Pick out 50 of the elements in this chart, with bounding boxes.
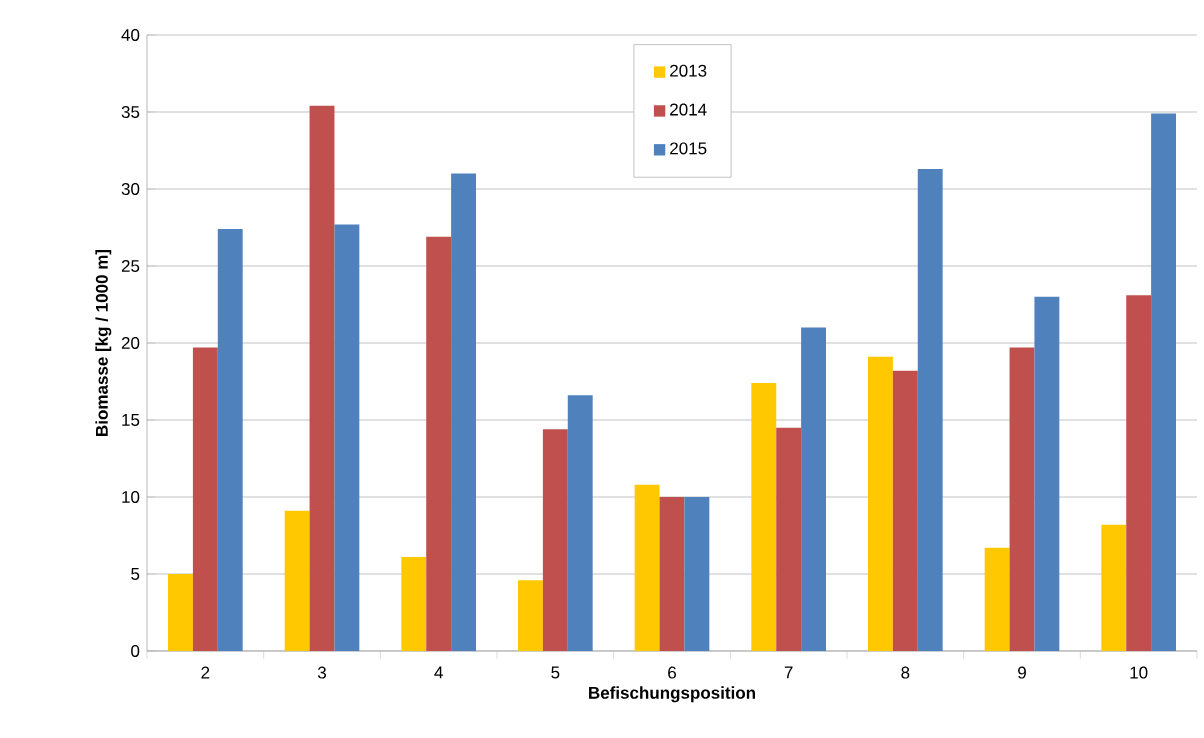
y-axis-title: Biomasse [kg / 1000 m] [95,249,112,436]
x-tick-label: 10 [1130,666,1148,679]
x-tick-label: 7 [784,666,793,679]
bar [1034,296,1060,651]
bar [518,580,543,651]
bar [1126,295,1152,651]
bar [567,395,593,651]
bar [1009,347,1035,651]
x-tick-label: 8 [901,666,910,679]
bar [751,383,777,651]
y-tick-label: 15 [122,414,140,426]
bar [451,173,477,651]
x-tick-label: 5 [551,666,560,679]
legend-label: 2015 [670,142,707,155]
bar [801,327,826,651]
x-tick-label: 9 [1018,666,1026,679]
bar [217,229,243,651]
y-tick-label: 5 [131,568,140,580]
bar [284,510,310,651]
bar [684,496,710,651]
bar [168,573,193,651]
bar [542,429,568,651]
bar [334,224,360,651]
y-tick-label: 25 [121,259,140,272]
bar [776,427,802,651]
y-tick-label: 30 [121,182,140,195]
bar [634,484,660,651]
y-tick-label: 0 [131,644,140,657]
y-tick-label: 35 [121,105,140,119]
x-tick-label: 4 [434,666,443,679]
legend-label: 2014 [670,103,707,116]
bar [1151,113,1176,651]
bar [401,557,427,651]
bar [892,370,918,651]
y-tick-label: 40 [121,28,140,42]
bar [868,356,893,651]
bar [309,105,335,651]
bar [659,496,685,651]
bar [917,168,943,651]
bar [984,547,1010,651]
y-tick-label: 20 [121,336,140,349]
bar [1101,524,1127,651]
x-tick-label: 2 [201,666,210,679]
bar [192,347,218,651]
x-axis-title: Befischungsposition [589,686,755,703]
y-tick-label: 10 [122,490,140,503]
x-tick-label: 3 [317,666,326,679]
x-tick-label: 6 [668,666,676,679]
legend-label: 2013 [670,64,707,77]
bar [426,236,452,651]
